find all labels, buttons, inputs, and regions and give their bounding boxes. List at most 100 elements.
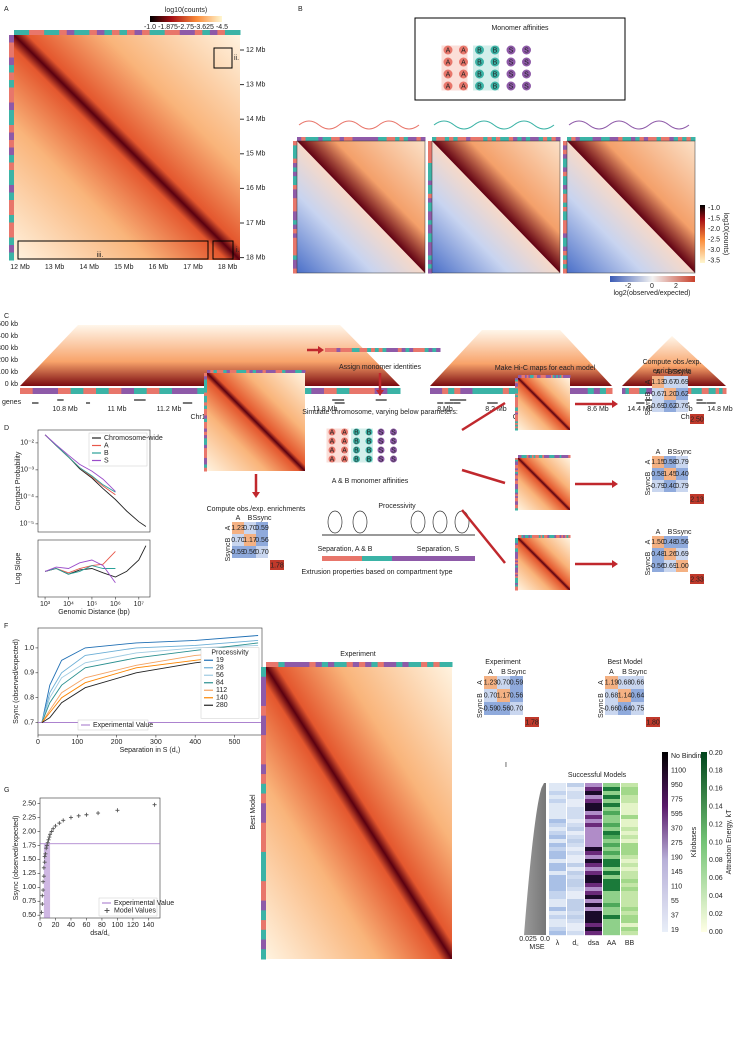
compartment-strip — [293, 193, 297, 199]
loop — [327, 510, 343, 534]
compartment-strip — [563, 180, 567, 186]
compartment-strip — [563, 375, 566, 378]
compartment-strip — [515, 558, 518, 562]
row-header: Ssync — [645, 396, 652, 416]
column-header: Ssync — [672, 529, 692, 536]
x-tick-label: 120 — [127, 922, 139, 929]
compartment-strip — [242, 370, 247, 373]
line — [41, 639, 259, 723]
gene — [444, 402, 451, 404]
compartment-strip — [204, 399, 207, 403]
label: log2(observed/expected) — [613, 290, 690, 297]
compartment-strip — [515, 466, 518, 469]
compartment-strip — [326, 137, 332, 141]
table-cell — [510, 676, 523, 689]
x-axis-label: Separation in S (d꜀) — [120, 747, 181, 754]
monomer — [328, 446, 336, 454]
compartment-strip — [524, 375, 528, 378]
model-cell — [567, 891, 584, 896]
model-cell — [621, 827, 638, 832]
compartment-strip — [466, 388, 473, 394]
model-cell — [621, 791, 638, 796]
x-tick-label: 60 — [83, 922, 91, 929]
label: λ — [556, 940, 560, 947]
compartment-strip — [515, 421, 518, 424]
table-cell — [664, 548, 676, 560]
compartment-strip — [613, 137, 619, 141]
monomer — [459, 57, 468, 67]
model-cell — [603, 819, 620, 824]
compartment-strip — [519, 375, 522, 378]
model-cell — [585, 827, 602, 832]
model-cell — [621, 927, 638, 932]
model-cell — [585, 871, 602, 876]
compartment-strip — [622, 388, 626, 394]
monomer-letter: A — [461, 71, 466, 78]
model-cell — [603, 807, 620, 812]
point — [46, 837, 51, 842]
compartment-strip — [542, 455, 545, 458]
compartment-strip — [563, 455, 566, 458]
model-cell — [585, 879, 602, 884]
compartment-strip — [121, 388, 135, 394]
label: 14.4 Mb — [627, 406, 652, 413]
panel-letter: B — [298, 6, 303, 13]
compartment-strip — [399, 137, 405, 141]
compartment-strip — [36, 30, 45, 35]
compartment-strip — [490, 388, 498, 394]
monomer-letter: A — [446, 71, 451, 78]
model-cell — [567, 871, 584, 876]
y-tick-label: 10⁻³ — [20, 467, 34, 474]
table-cell — [676, 376, 688, 388]
compartment-strip — [428, 348, 433, 352]
label: 190 — [671, 854, 683, 861]
monomer-letter: A — [342, 456, 347, 463]
label: 145 — [671, 869, 683, 876]
compartment-strip — [324, 388, 338, 394]
y-axis-label: Ssync (observed/expected) — [13, 639, 20, 724]
model-cell — [603, 911, 620, 916]
gene — [134, 399, 146, 401]
compartment-strip — [515, 562, 518, 565]
table-value: 0.70 — [497, 679, 511, 686]
map-frame — [431, 140, 561, 274]
model-cell — [567, 907, 584, 912]
compartment-strip — [563, 189, 567, 195]
track — [392, 556, 475, 561]
compartment-strip — [523, 455, 526, 458]
monomer — [506, 57, 516, 67]
table-value: 0.70 — [231, 537, 245, 544]
compartment-strip — [515, 424, 518, 428]
compartment-strip — [74, 30, 83, 35]
compartment-strip — [262, 370, 267, 373]
label: -1.0 — [144, 24, 156, 31]
table-value: 0.66 — [605, 705, 619, 712]
model-cell — [621, 867, 638, 872]
compartment-strip — [523, 375, 526, 378]
monomer-letter: B — [354, 456, 359, 463]
compartment-strip — [9, 222, 14, 231]
compartment-strip — [285, 370, 290, 373]
compartment-strip — [428, 141, 432, 146]
compartment-strip — [402, 662, 410, 667]
compartment-strip — [581, 388, 589, 394]
compartment-strip — [515, 397, 518, 400]
column-header: B — [622, 669, 627, 676]
monomer — [353, 437, 360, 445]
monomer — [390, 446, 397, 454]
model-cell — [549, 927, 566, 932]
model-cell — [621, 795, 638, 800]
model-cell — [585, 819, 602, 824]
model-cell — [621, 899, 638, 904]
gene — [636, 402, 644, 404]
compartment-strip — [533, 375, 536, 378]
monomer — [390, 428, 397, 436]
compartment-strip — [401, 348, 406, 352]
compartment-strip — [545, 455, 548, 458]
model-cell — [549, 923, 566, 928]
colorbar — [150, 16, 222, 22]
compartment-strip — [278, 370, 283, 373]
label: 0.02 — [709, 911, 723, 918]
model-cell — [621, 799, 638, 804]
